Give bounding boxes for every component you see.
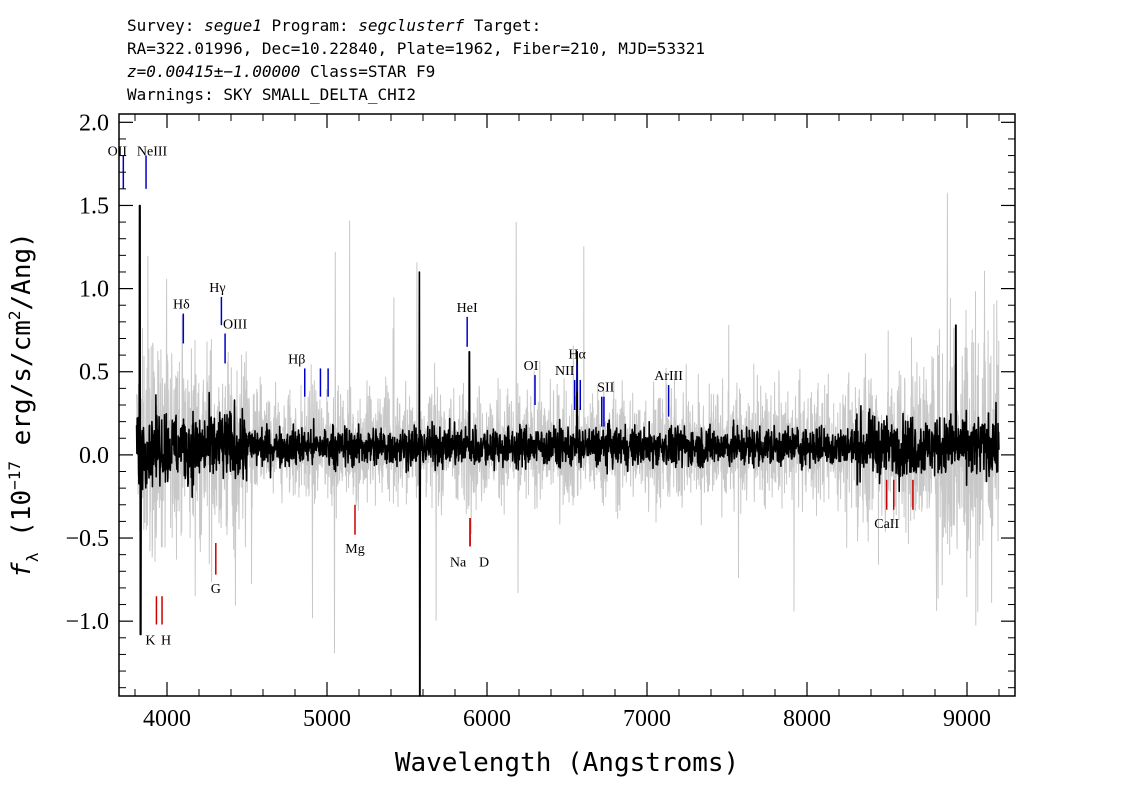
y-tick-label: −1.0	[65, 609, 109, 635]
emission-line-label: NeIII	[137, 145, 168, 160]
x-tick-label: 7000	[623, 706, 671, 732]
y-axis-title-part: 2	[5, 310, 24, 320]
absorption-line-label: G	[211, 582, 221, 597]
emission-line-label: OIII	[223, 318, 247, 333]
series-layer	[135, 192, 1000, 697]
y-axis-title-part: /Ang)	[7, 232, 37, 310]
flux-series-line	[135, 204, 1000, 697]
axes-layer: 4000 5000 6000 7000 8000 9000 2.0 1.5 1.0 0.5 0.0 −…	[65, 110, 1016, 732]
program-value: segclusterf	[358, 16, 465, 35]
y-axis-title: fλ (10−17 erg/s/cm2/Ang)	[5, 232, 42, 578]
x-tick-label: 8000	[783, 706, 831, 732]
spectrum-header: Survey: segue1 Program: segclusterf Targ…	[127, 14, 1027, 106]
program-label: Program:	[271, 16, 349, 35]
absorption-line-label: Na	[450, 555, 467, 570]
redshift-value: z=0.00415±−1.00000	[127, 62, 301, 81]
x-tick-label: 9000	[943, 706, 991, 732]
y-tick-label: 0.0	[79, 443, 109, 469]
y-tick-label: 1.5	[79, 193, 109, 219]
emission-line-label: SII	[597, 381, 614, 396]
survey-value: segue1	[204, 16, 262, 35]
x-axis-title: Wavelength (Angstroms)	[395, 748, 739, 778]
emission-line-label: OI	[524, 359, 539, 374]
absorption-line-label: K	[145, 633, 155, 648]
x-tick-label: 6000	[463, 706, 511, 732]
emission-line-label: Hβ	[288, 352, 305, 367]
survey-label: Survey:	[127, 16, 195, 35]
spectral-lines-layer: OIINeIIIHδHγOIIIHβOIIIOIIIHeIOINIIHαNIIS…	[108, 145, 914, 648]
target-label: Target:	[473, 16, 542, 35]
header-line-4: Warnings: SKY SMALL_DELTA_CHI2	[127, 85, 416, 104]
y-axis-title-part: λ	[23, 552, 42, 562]
header-line-2: RA=322.01996, Dec=10.22840, Plate=1962, …	[127, 39, 705, 58]
emission-line-label: ArIII	[654, 369, 683, 384]
absorption-line-label: H	[161, 633, 171, 648]
x-tick-label: 4000	[143, 706, 191, 732]
y-axis-title-part: f	[7, 562, 37, 578]
y-tick-label: 2.0	[79, 110, 109, 136]
y-tick-label: −0.5	[65, 526, 109, 552]
y-tick-label: 0.5	[79, 360, 109, 386]
emission-line-label: Hα	[568, 347, 586, 362]
emission-line-label: Hδ	[173, 298, 190, 313]
header-line-3: z=0.00415±−1.00000 Class=STAR F9	[127, 60, 1027, 83]
emission-line-label: HeI	[457, 301, 478, 316]
header-line-1: Survey: segue1 Program: segclusterf Targ…	[127, 14, 1027, 37]
absorption-line-label: D	[479, 555, 489, 570]
y-axis-title-part: erg/s/cm	[7, 320, 37, 461]
emission-line-label: OII	[108, 145, 128, 160]
class-value: Class=STAR F9	[310, 62, 436, 81]
absorption-line-label: CaII	[874, 517, 899, 532]
y-axis-title-part: −17	[5, 461, 24, 490]
y-axis-title-part: (10	[7, 490, 37, 553]
emission-line-label: NII	[555, 364, 575, 379]
x-tick-label: 5000	[303, 706, 351, 732]
absorption-line-label: Mg	[345, 542, 364, 557]
emission-line-label: Hγ	[209, 281, 225, 296]
y-tick-label: 1.0	[79, 277, 109, 303]
